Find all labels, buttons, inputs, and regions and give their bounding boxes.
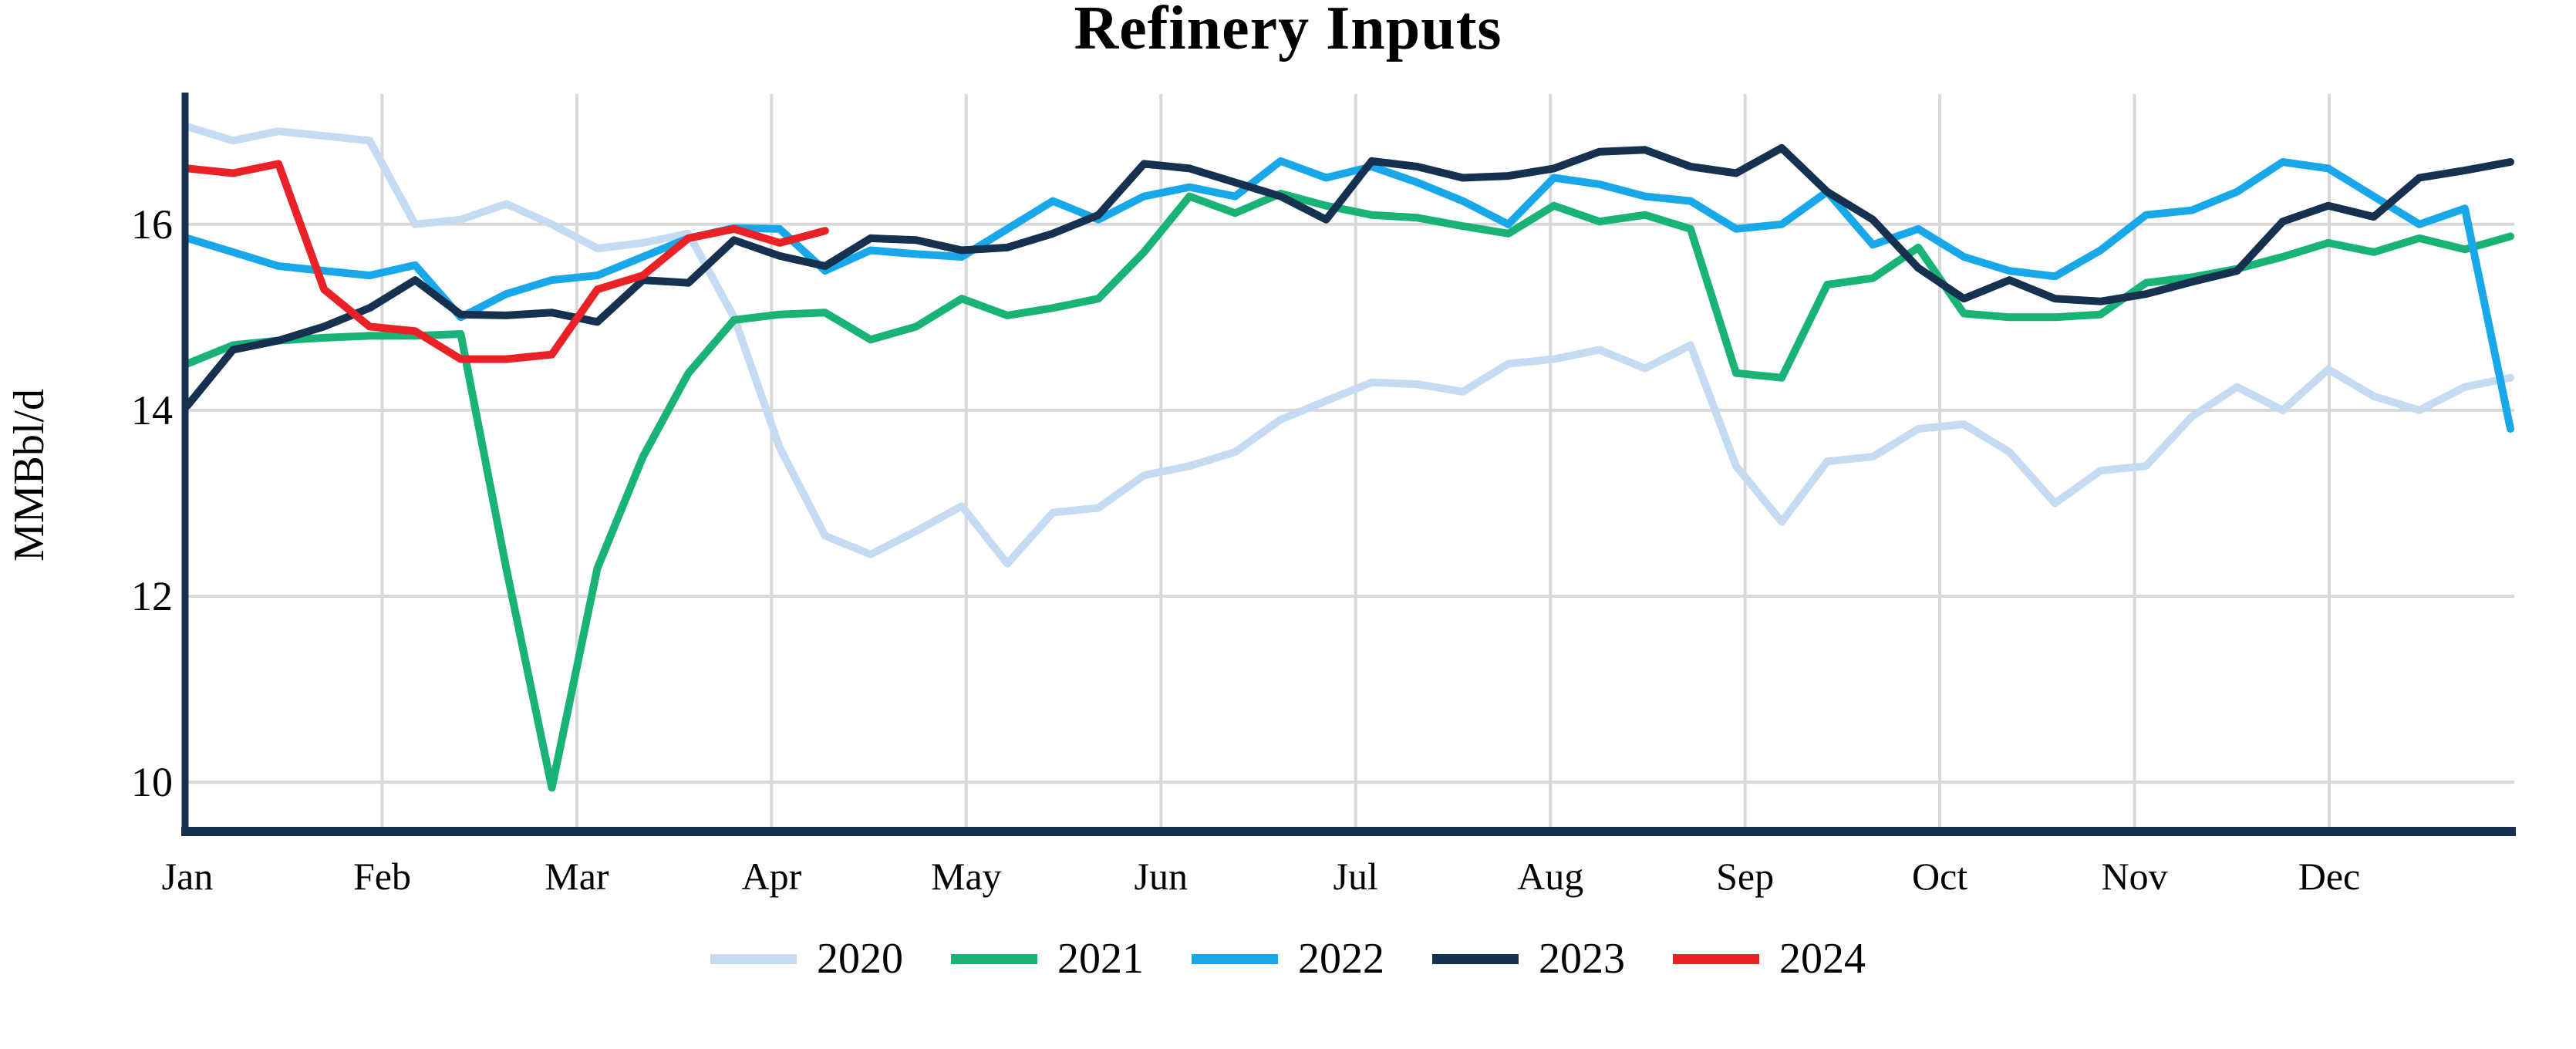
legend-swatch-2021	[951, 953, 1037, 964]
y-tick-label-16: 16	[131, 201, 173, 248]
legend-swatch-2024	[1673, 953, 1759, 964]
y-tick-label-14: 14	[131, 386, 173, 433]
legend-item-2024: 2024	[1673, 932, 1866, 986]
legend-swatch-2020	[710, 953, 797, 964]
legend-label-2021: 2021	[1057, 935, 1144, 983]
legend-label-2020: 2020	[817, 935, 903, 983]
legend-item-2022: 2022	[1192, 932, 1384, 986]
legend-label-2023: 2023	[1539, 935, 1625, 983]
x-month-label-Mar: Mar	[545, 855, 609, 898]
x-month-label-Apr: Apr	[741, 855, 802, 898]
x-month-label-May: May	[930, 855, 1002, 898]
series-line-2024	[184, 160, 829, 363]
y-tick-label-10: 10	[131, 759, 173, 806]
x-month-label-Feb: Feb	[352, 855, 411, 898]
series-line-2022	[184, 157, 2514, 433]
x-month-label-Nov: Nov	[2101, 855, 2168, 898]
legend-label-2022: 2022	[1298, 935, 1384, 983]
x-month-label-Dec: Dec	[2298, 855, 2361, 898]
legend-item-2020: 2020	[710, 932, 903, 986]
x-month-label-Jul: Jul	[1333, 855, 1378, 898]
legend-item-2023: 2023	[1432, 932, 1625, 986]
x-month-label-Jun: Jun	[1134, 855, 1188, 898]
x-month-label-Aug: Aug	[1517, 855, 1584, 898]
x-month-label-Jan: Jan	[161, 855, 214, 898]
legend-label-2024: 2024	[1779, 935, 1866, 983]
series-line-2023	[184, 143, 2514, 410]
x-month-label-Sep: Sep	[1716, 855, 1775, 898]
y-tick-label-12: 12	[131, 572, 173, 619]
series-line-2020	[184, 123, 2514, 568]
chart-title: Refinery Inputs	[1074, 0, 1502, 62]
legend-item-2021: 2021	[951, 932, 1144, 986]
legend: 2020 2021 2022 2023 2024	[0, 932, 2576, 986]
legend-swatch-2023	[1432, 953, 1519, 964]
legend-swatch-2022	[1192, 953, 1278, 964]
x-month-label-Oct: Oct	[1911, 855, 1968, 898]
